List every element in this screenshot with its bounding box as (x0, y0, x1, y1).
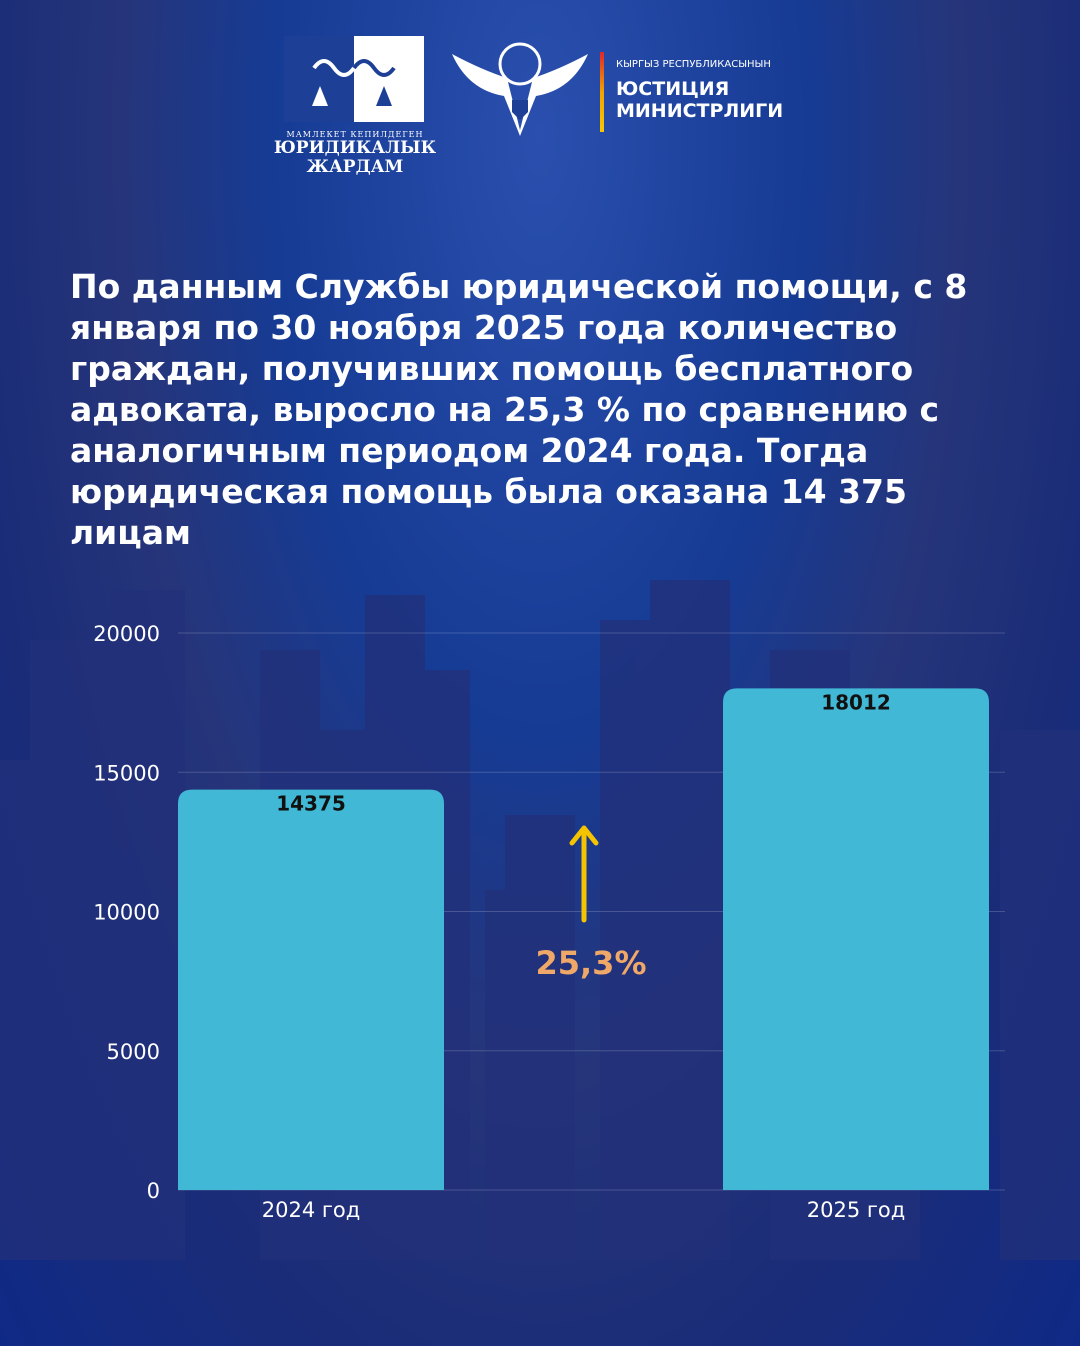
y-tick-label: 10000 (93, 901, 160, 925)
y-tick-label: 0 (147, 1179, 160, 1203)
logo-title-line2: ЖАРДАМ (306, 157, 404, 177)
x-tick-label: 2024 год (262, 1198, 361, 1222)
bar-2025 (723, 688, 989, 1190)
growth-arrow-icon (569, 825, 599, 923)
logo-title-line1: ЮРИДИКАЛЫК (273, 138, 437, 158)
scales-icon (284, 36, 424, 122)
y-tick-label: 15000 (93, 761, 160, 785)
bar-2024 (178, 789, 444, 1190)
bar-value-label: 14375 (276, 792, 346, 816)
ministry-logo-tagline: КЫРГЫЗ РЕСПУБЛИКАСЫНЫН (616, 59, 771, 70)
ministry-logo-divider (600, 52, 604, 132)
y-tick-label: 20000 (93, 622, 160, 646)
y-tick-label: 5000 (107, 1040, 160, 1064)
eagle-emblem-icon (452, 42, 588, 136)
ministry-title-line2: МИНИСТРЛИГИ (616, 100, 784, 122)
x-tick-label: 2025 год (807, 1198, 906, 1222)
ministry-logo-title: ЮСТИЦИЯ МИНИСТРЛИГИ (616, 78, 783, 122)
headline: По данным Службы юридической помощи, с 8… (70, 267, 968, 552)
ministry-title-line1: ЮСТИЦИЯ (616, 78, 730, 100)
growth-annotation: 25,3% (535, 944, 646, 982)
logo-tagline: МАМЛЕКЕТ КЕПИЛДЕГЕН (286, 130, 424, 139)
bar-value-label: 18012 (821, 690, 891, 714)
